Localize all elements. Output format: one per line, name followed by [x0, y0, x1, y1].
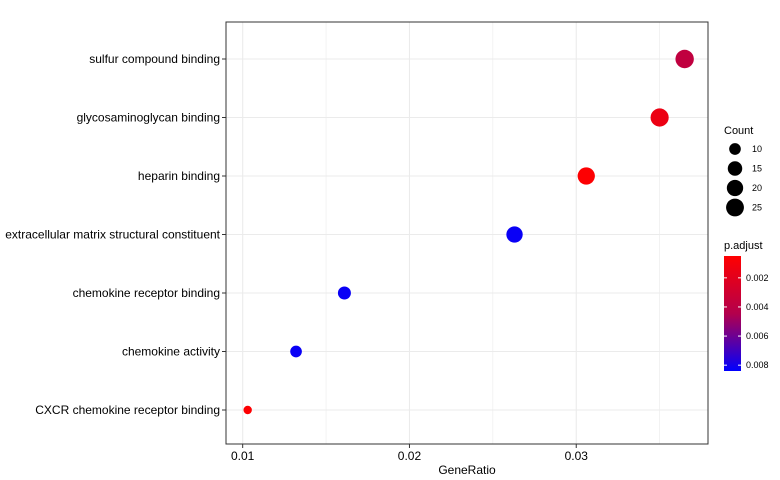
legend-p-adjust-title: p.adjust — [724, 240, 763, 252]
y-tick-label: extracellular matrix structural constitu… — [5, 228, 220, 242]
legend-count-label: 20 — [752, 183, 762, 193]
p-adjust-colorbar — [724, 256, 741, 371]
y-tick-label: chemokine receptor binding — [73, 286, 220, 300]
x-axis-title: GeneRatio — [438, 463, 496, 477]
plot-panel-border — [225, 21, 709, 445]
data-point — [290, 345, 302, 358]
colorbar-tick-label: 0.004 — [746, 302, 769, 312]
y-tick-label: chemokine activity — [122, 345, 220, 359]
colorbar-tick-label: 0.006 — [746, 331, 769, 341]
legend-count: Count 10 15 20 25 — [724, 125, 762, 217]
y-tick-label: sulfur compound binding — [89, 52, 220, 66]
colorbar-tick-label: 0.002 — [746, 273, 769, 283]
data-point — [506, 226, 523, 243]
y-axis: sulfur compound binding glycosaminoglycan… — [5, 52, 226, 417]
legend-count-label: 25 — [752, 203, 762, 213]
legend-p-adjust: p.adjust 0.002 0.004 0.006 0.008 — [724, 240, 769, 371]
legend-count-key — [726, 198, 744, 217]
legend-count-label: 10 — [752, 144, 762, 154]
colorbar-tick-label: 0.008 — [746, 360, 769, 370]
legend-count-title: Count — [724, 125, 753, 137]
x-axis: 0.01 0.02 0.03 — [231, 444, 588, 463]
data-point — [337, 286, 351, 300]
data-points — [243, 49, 694, 415]
data-point — [243, 405, 252, 415]
legend-count-key — [726, 179, 744, 197]
data-point — [577, 167, 595, 185]
y-tick-label: CXCR chemokine receptor binding — [35, 403, 220, 417]
y-tick-label: glycosaminoglycan binding — [77, 111, 220, 125]
legend-count-key — [729, 143, 741, 155]
data-point — [650, 108, 669, 127]
grid-lines — [226, 22, 708, 444]
legend-count-key — [727, 161, 743, 176]
y-tick-label: heparin binding — [138, 169, 220, 183]
x-tick-label: 0.03 — [565, 449, 589, 463]
data-point — [675, 49, 694, 69]
x-tick-label: 0.01 — [231, 449, 255, 463]
legend-count-label: 15 — [752, 164, 762, 174]
x-tick-label: 0.02 — [398, 449, 422, 463]
